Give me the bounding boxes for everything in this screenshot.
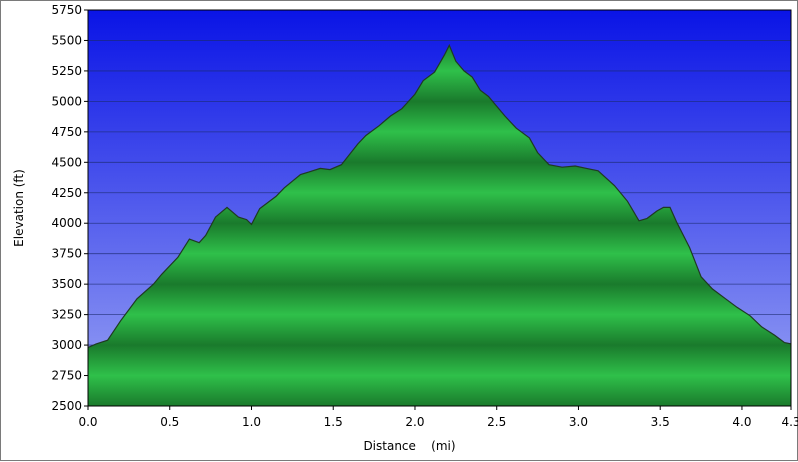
x-tick-label: 2.0 (405, 415, 424, 429)
x-tick-label: 1.5 (324, 415, 343, 429)
y-tick-label: 3750 (51, 247, 82, 261)
y-tick-label: 3500 (51, 277, 82, 291)
x-axis-title: Distance (mi) (363, 439, 455, 453)
x-tick-label: 3.5 (651, 415, 670, 429)
x-tick-label: 4.0 (732, 415, 751, 429)
y-tick-label: 4250 (51, 186, 82, 200)
x-tick-label: 4.3 (781, 415, 798, 429)
y-tick-label: 2750 (51, 369, 82, 383)
x-tick-label: 3.0 (569, 415, 588, 429)
x-axis: 0.0 0.5 1.0 1.5 2.0 2.5 3.0 3.5 4.0 4.3 (78, 406, 798, 429)
x-tick-label: 1.0 (242, 415, 261, 429)
y-axis: 2500 2750 3000 3250 3500 3750 4000 4250 4500 4750… (51, 3, 88, 413)
y-tick-label: 5000 (51, 94, 82, 108)
y-tick-label: 4000 (51, 216, 82, 230)
y-tick-label: 4750 (51, 125, 82, 139)
y-tick-label: 5750 (51, 3, 82, 17)
y-tick-label: 2500 (51, 399, 82, 413)
y-tick-label: 3000 (51, 338, 82, 352)
y-tick-label: 5500 (51, 33, 82, 47)
x-tick-label: 0.5 (160, 415, 179, 429)
plot-border (87, 9, 792, 407)
elevation-line (88, 43, 791, 349)
y-axis-title: Elevation (ft) (12, 169, 26, 247)
elevation-area (88, 45, 791, 406)
y-tick-label: 5250 (51, 64, 82, 78)
y-tick-label: 3250 (51, 308, 82, 322)
x-tick-label: 2.5 (487, 415, 506, 429)
y-tick-label: 4500 (51, 155, 82, 169)
x-tick-label: 0.0 (78, 415, 97, 429)
